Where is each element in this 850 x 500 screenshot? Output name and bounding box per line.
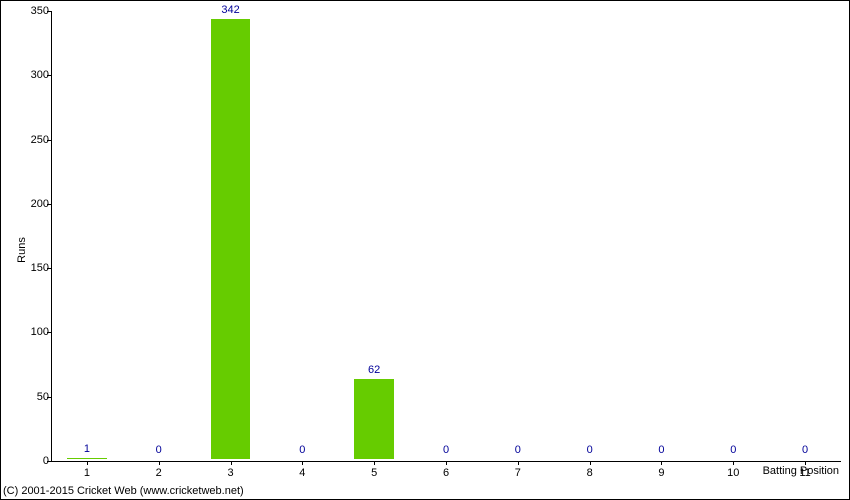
chart-container: Runs Batting Position 10342062000000 (C)… bbox=[0, 0, 850, 500]
bar bbox=[67, 458, 107, 459]
x-tick bbox=[661, 461, 662, 465]
y-tick-label: 350 bbox=[31, 5, 49, 17]
bar-value-label: 0 bbox=[730, 444, 736, 456]
y-tick-label: 300 bbox=[31, 69, 49, 81]
x-tick-label: 5 bbox=[371, 467, 377, 479]
x-tick bbox=[87, 461, 88, 465]
x-tick-label: 3 bbox=[227, 467, 233, 479]
x-tick bbox=[733, 461, 734, 465]
bar bbox=[211, 19, 251, 459]
x-tick bbox=[518, 461, 519, 465]
x-tick-label: 6 bbox=[443, 467, 449, 479]
y-tick-label: 100 bbox=[31, 326, 49, 338]
y-tick-label: 250 bbox=[31, 134, 49, 146]
bar-value-label: 0 bbox=[443, 444, 449, 456]
bar-value-label: 0 bbox=[515, 444, 521, 456]
bar-value-label: 0 bbox=[587, 444, 593, 456]
y-axis-label: Runs bbox=[16, 237, 28, 263]
plot-area: 10342062000000 bbox=[51, 11, 839, 459]
x-tick bbox=[302, 461, 303, 465]
x-tick bbox=[590, 461, 591, 465]
x-tick-label: 11 bbox=[799, 467, 810, 479]
x-tick-label: 2 bbox=[156, 467, 162, 479]
x-tick bbox=[374, 461, 375, 465]
y-tick-label: 150 bbox=[31, 262, 49, 274]
bar-value-label: 342 bbox=[221, 4, 239, 16]
x-tick bbox=[805, 461, 806, 465]
x-tick-label: 4 bbox=[299, 467, 305, 479]
bar-value-label: 62 bbox=[368, 364, 380, 376]
x-tick-label: 9 bbox=[658, 467, 664, 479]
y-tick-label: 0 bbox=[43, 455, 49, 467]
bar-value-label: 0 bbox=[658, 444, 664, 456]
x-tick-label: 7 bbox=[515, 467, 521, 479]
x-tick-label: 10 bbox=[727, 467, 739, 479]
x-tick bbox=[231, 461, 232, 465]
y-tick-label: 50 bbox=[37, 391, 49, 403]
bar bbox=[354, 379, 394, 459]
x-tick bbox=[159, 461, 160, 465]
x-tick bbox=[446, 461, 447, 465]
y-tick-label: 200 bbox=[31, 198, 49, 210]
copyright-text: (C) 2001-2015 Cricket Web (www.cricketwe… bbox=[3, 485, 244, 497]
x-tick-label: 1 bbox=[84, 467, 90, 479]
bar-value-label: 0 bbox=[802, 444, 808, 456]
bar-value-label: 0 bbox=[156, 444, 162, 456]
bar-value-label: 0 bbox=[299, 444, 305, 456]
x-tick-label: 8 bbox=[587, 467, 593, 479]
bar-value-label: 1 bbox=[84, 443, 90, 455]
